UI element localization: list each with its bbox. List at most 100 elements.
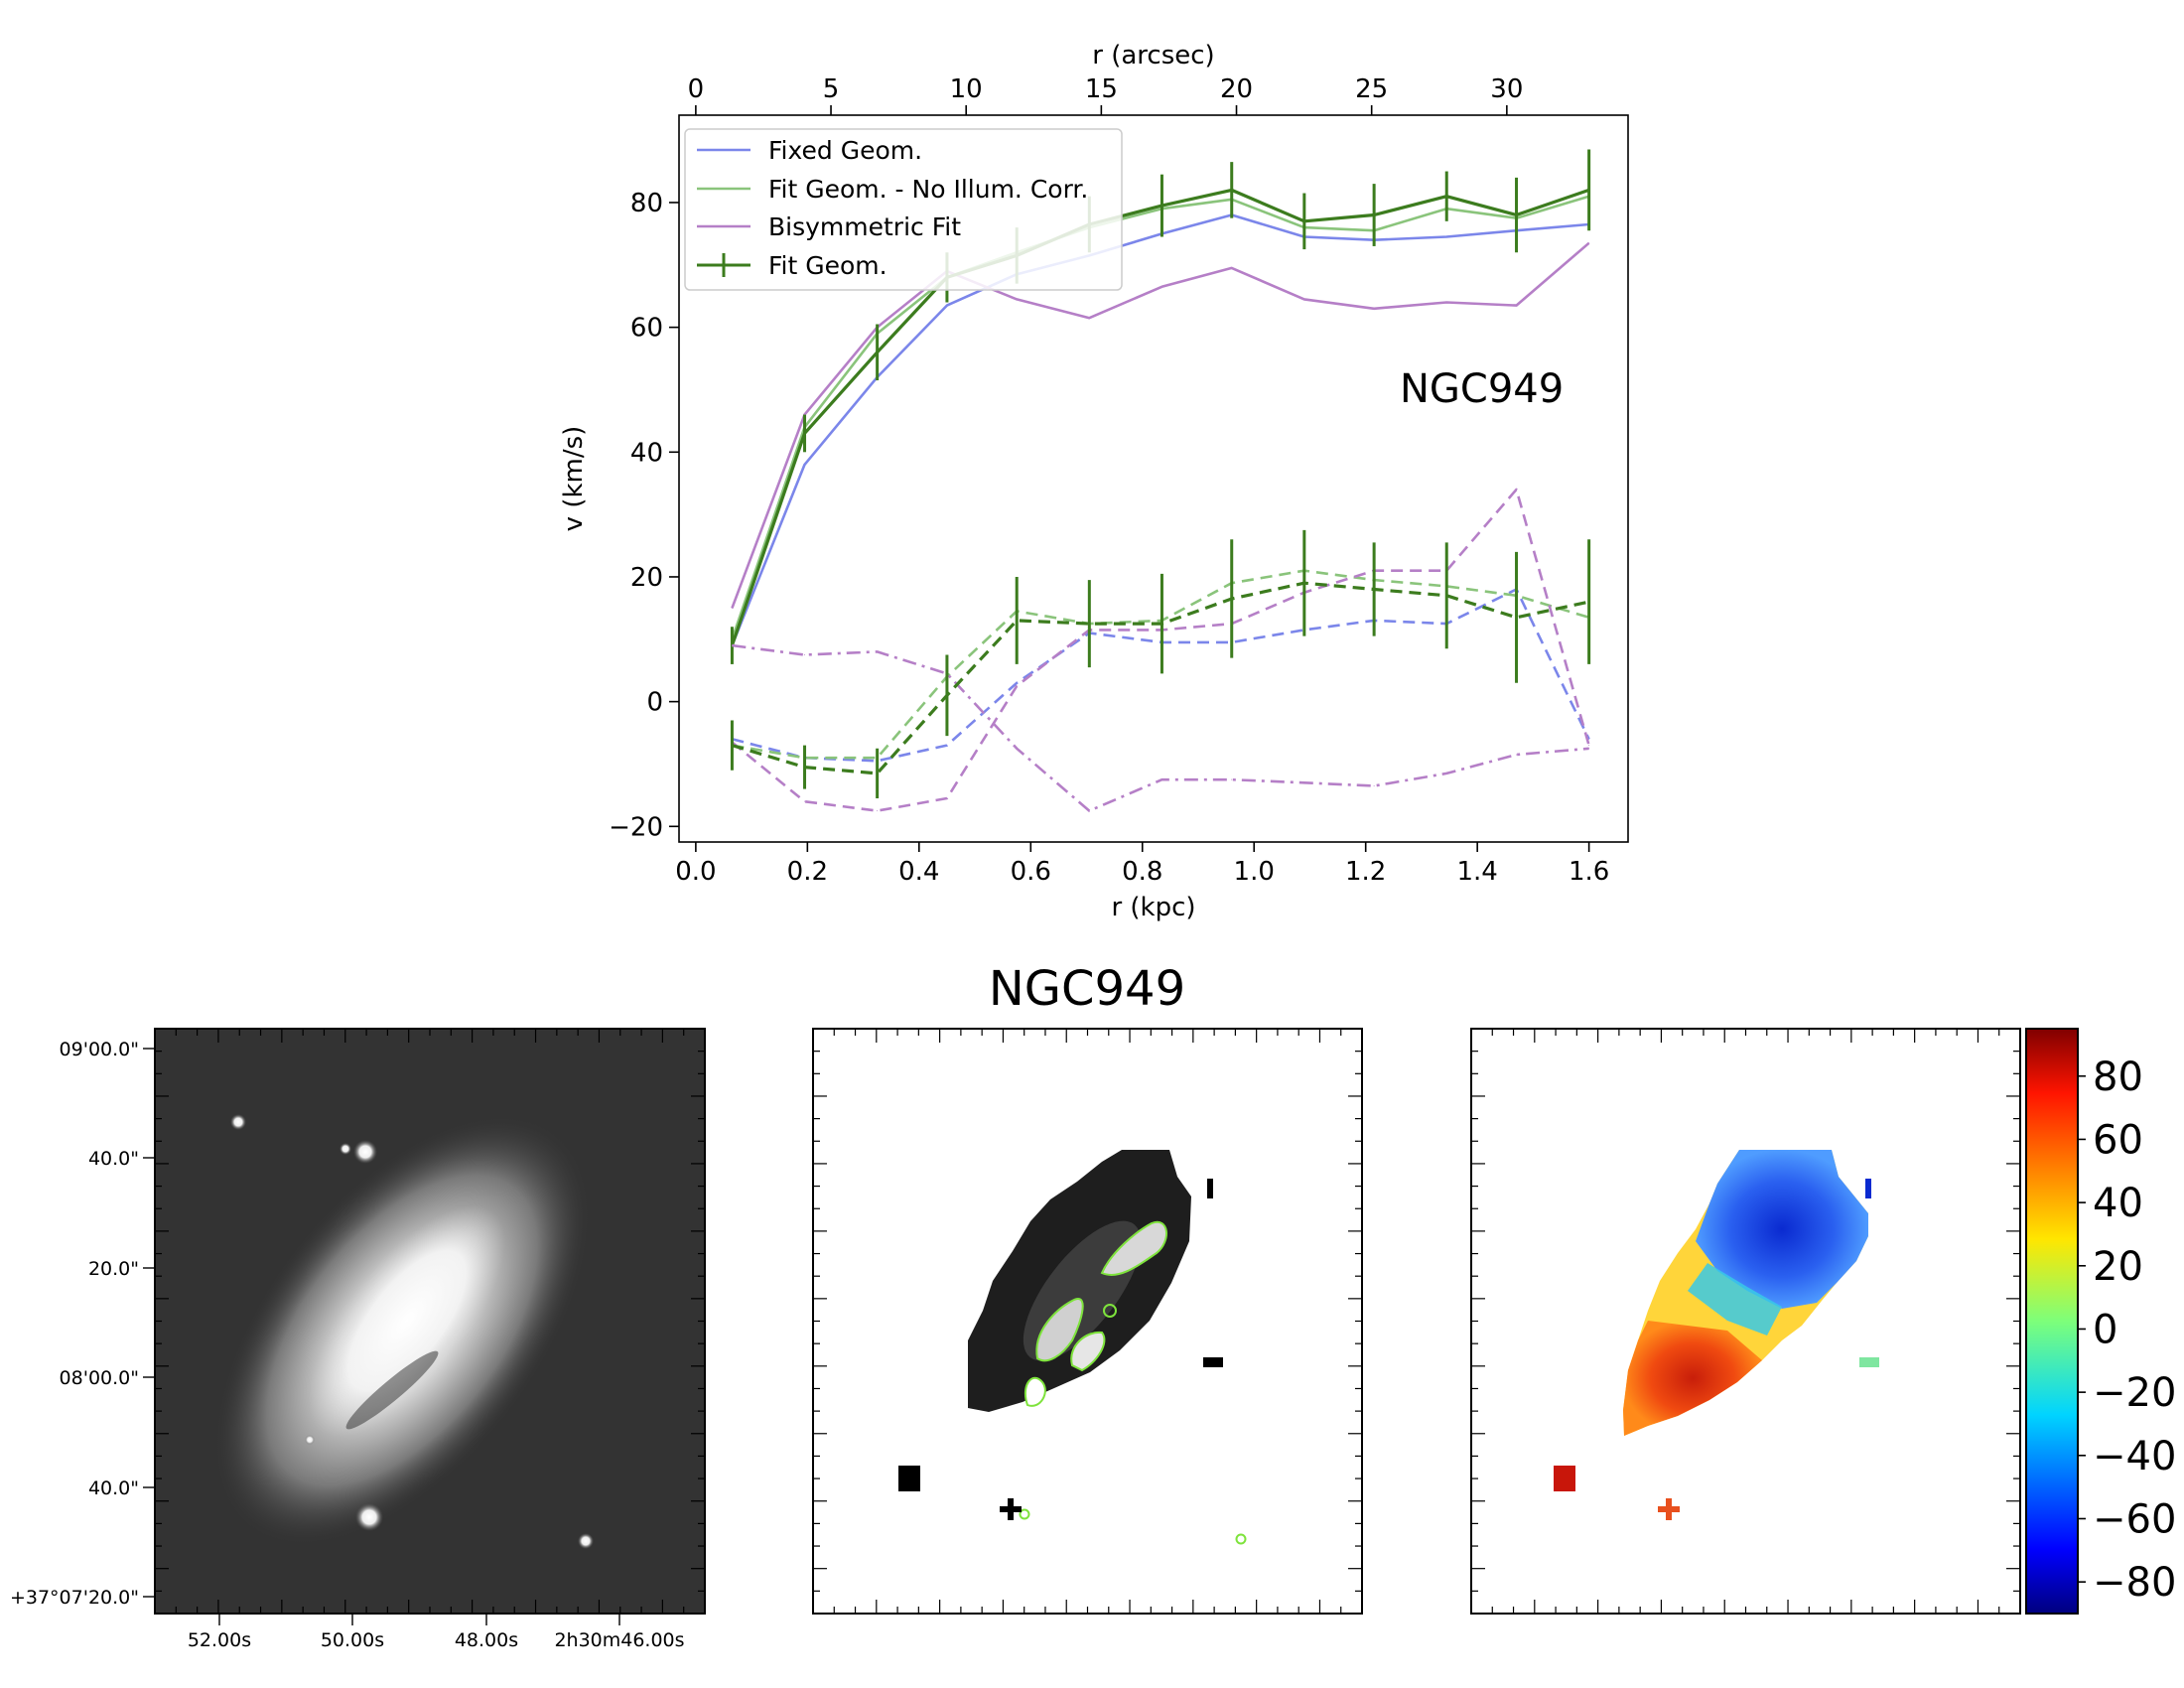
series-2-point [1088,317,1090,319]
velocity-blob-c [1865,1179,1871,1198]
y-tick-label: 60 [630,314,663,344]
series-6-point [877,810,879,812]
series-7-point [1160,778,1162,780]
star-e [578,1533,594,1549]
optical-y-tick-label: 08'00.0" [60,1367,139,1389]
velocity-receding [1696,1150,1868,1309]
series-7-point [1588,748,1590,750]
velocity-approaching [1623,1321,1762,1436]
series-0-point [946,305,948,307]
top-tick-label: 25 [1355,74,1388,104]
top-tick-label: 20 [1220,74,1253,104]
colorbar-tick-label: −60 [2093,1496,2176,1542]
series-2-point [1588,242,1590,244]
x-tick-label: 1.6 [1569,857,1609,887]
velocity-blob-a [1554,1466,1575,1491]
series-2-point [731,607,733,609]
contour-7 [1235,1533,1247,1545]
velocity-blob-b [1859,1357,1879,1367]
optical-x-tick-label: 48.00s [455,1629,518,1651]
y-tick-label: −20 [609,812,663,842]
legend-label-bisym: Bisymmetric Fit [768,212,961,241]
legend-box [684,128,1123,291]
top-tick-label: 15 [1085,74,1118,104]
intensity-blob-b [1203,1357,1223,1367]
colorbar-tick-label: 20 [2093,1244,2143,1290]
colorbar [2025,1028,2079,1615]
y-axis-label: v (km/s) [559,426,589,532]
panel-title: NGC949 [989,961,1185,1017]
center-marker-v [1008,1498,1014,1520]
galaxy-disk [309,1204,505,1437]
optical-x-tick-label: 50.00s [321,1629,384,1651]
x-tick-label: 0.8 [1122,857,1162,887]
series-7-point [804,654,806,656]
series-2-point [1445,301,1447,303]
y-tick-label: 0 [646,688,663,718]
x-tick-label: 0.2 [787,857,828,887]
optical-y-tick-label: +37°07'20.0" [10,1587,139,1609]
optical-y-tick-label: 20.0" [88,1258,139,1280]
series-7-point [1231,778,1233,780]
series-2-point [1016,298,1018,300]
legend-label-fixed: Fixed Geom. [768,136,922,165]
y-tick-label: 20 [630,563,663,593]
series-2-point [1373,308,1375,310]
series-7-point [1445,773,1447,774]
velocity-content [1554,1150,1879,1520]
contour-5 [1103,1304,1117,1318]
contour-1 [1024,1376,1046,1407]
colorbar-tick-label: −80 [2093,1560,2176,1606]
top-tick-label: 30 [1490,74,1523,104]
series-4-point [1016,682,1018,684]
x-axis-label: r (kpc) [1111,893,1195,922]
legend-label-fit-noillum: Fit Geom. - No Illum. Corr. [768,175,1088,204]
series-7-point [731,644,733,646]
legend: Fixed Geom. Fit Geom. - No Illum. Corr. … [684,128,1123,291]
panel-ticks: 09'00.0" 40.0" 20.0" 08'00.0" 40.0" +37°07'20… [10,1029,2176,1651]
velocity-center-v [1666,1498,1672,1520]
series-7-point [1516,754,1518,756]
velocity-field-panel [1470,1028,2079,1615]
x-tick-label: 1.4 [1456,857,1497,887]
optical-image-panel [154,1028,706,1615]
rotation-curve-chart: 0.0 0.2 0.4 0.6 0.8 1.0 1.2 1.4 1.6 −20 0 20 40 60 80 0… [559,41,1629,922]
velocity-zero-band [1688,1263,1782,1336]
optical-y-tick-label: 09'00.0" [60,1039,139,1060]
star-f [305,1435,315,1445]
series-7-point [1088,810,1090,812]
optical-x-tick-label: 52.00s [188,1629,251,1651]
series-7-point [1373,784,1375,786]
optical-x-tick-label: 2h30m46.00s [554,1629,684,1651]
optical-content [208,1109,596,1552]
x-tick-label: 0.0 [675,857,716,887]
x-tick-label: 0.6 [1011,857,1051,887]
colorbar-tick-label: 80 [2093,1055,2143,1100]
intensity-map-panel: NGC949 [812,961,1363,1615]
series-6-point [1516,489,1518,491]
tick-layer: 0.0 0.2 0.4 0.6 0.8 1.0 1.2 1.4 1.6 −20 0 20 40 60 80 0… [609,74,1609,887]
optical-y-tick-label: 40.0" [88,1148,139,1170]
series-layer [730,149,1591,812]
series-2-point [1231,267,1233,269]
series-2-point [1303,298,1305,300]
series-7-point [877,650,879,652]
colorbar-tick-label: 0 [2093,1307,2117,1352]
contour-3 [1070,1331,1106,1372]
star-a [355,1503,383,1531]
contour-4 [1100,1220,1167,1276]
galaxy-annotation: NGC949 [1400,366,1564,412]
colorbar-tick-label: 60 [2093,1117,2143,1163]
top-tick-label: 0 [688,74,705,104]
star-c [340,1143,351,1155]
legend-label-fit: Fit Geom. [768,251,887,280]
top-axis-label: r (arcsec) [1092,41,1214,70]
series-6-point [1016,685,1018,687]
y-tick-label: 80 [630,189,663,218]
colorbar-tick-label: −40 [2093,1434,2176,1479]
series-7-point [1303,781,1305,783]
x-tick-label: 1.0 [1234,857,1275,887]
star-b [353,1140,377,1164]
series-4-point [1588,738,1590,740]
